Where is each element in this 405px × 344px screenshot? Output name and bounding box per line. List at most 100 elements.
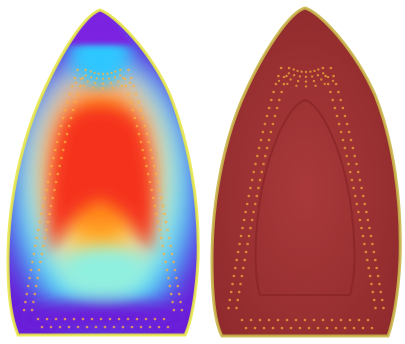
- steam-hole: [97, 72, 100, 75]
- steam-hole: [161, 244, 164, 248]
- steam-hole: [298, 326, 302, 330]
- steam-hole: [366, 218, 370, 222]
- steam-hole: [31, 260, 34, 264]
- steam-hole: [304, 85, 308, 88]
- steam-hole: [117, 80, 120, 83]
- steam-hole: [260, 170, 264, 174]
- steam-hole: [54, 180, 58, 184]
- steam-hole: [61, 116, 65, 120]
- steam-hole: [108, 317, 112, 321]
- steam-hole: [263, 122, 267, 126]
- steam-hole: [24, 300, 27, 304]
- steam-hole: [249, 226, 252, 230]
- steam-hole: [350, 178, 354, 182]
- steam-hole: [51, 196, 54, 200]
- steam-hole: [141, 148, 145, 152]
- steam-hole: [312, 318, 316, 322]
- steam-hole: [321, 66, 325, 70]
- steam-hole: [148, 180, 152, 184]
- steam-hole: [235, 306, 238, 310]
- steam-hole: [161, 204, 165, 208]
- steam-hole: [50, 164, 53, 168]
- steam-hole: [345, 154, 349, 158]
- steam-hole: [73, 76, 77, 80]
- steam-hole: [287, 72, 290, 75]
- steam-hole: [155, 212, 158, 216]
- steam-hole: [37, 268, 41, 272]
- steam-hole: [237, 290, 241, 294]
- steam-hole: [130, 325, 134, 329]
- steam-hole: [32, 300, 35, 304]
- steam-hole: [135, 317, 139, 321]
- steam-hole: [325, 326, 329, 330]
- steam-hole: [126, 317, 130, 321]
- steam-hole: [345, 122, 349, 126]
- steam-hole: [81, 317, 85, 321]
- steam-hole: [368, 274, 372, 278]
- steam-hole: [113, 76, 117, 79]
- steam-hole: [255, 194, 259, 198]
- steam-hole: [357, 318, 361, 322]
- steam-hole: [341, 106, 345, 110]
- steam-hole: [111, 86, 114, 90]
- steam-hole: [124, 84, 127, 88]
- steam-hole: [329, 66, 333, 70]
- steam-hole: [147, 140, 151, 144]
- steam-hole: [239, 282, 242, 286]
- steam-hole: [280, 90, 283, 94]
- steam-hole: [63, 140, 67, 144]
- steam-hole: [360, 226, 363, 230]
- steam-hole: [148, 325, 152, 329]
- steam-hole: [289, 326, 293, 330]
- steam-hole: [34, 284, 38, 288]
- steam-hole: [63, 317, 67, 321]
- steam-hole: [382, 306, 385, 310]
- steam-hole: [244, 210, 247, 214]
- steam-hole: [169, 292, 173, 296]
- steam-hole: [33, 292, 37, 296]
- steam-hole: [84, 74, 88, 77]
- steam-hole: [270, 98, 273, 102]
- steam-hole: [323, 82, 326, 86]
- steam-hole: [173, 268, 177, 272]
- steam-hole: [26, 284, 30, 288]
- steam-hole: [56, 172, 60, 176]
- steam-hole: [358, 218, 362, 222]
- steam-hole: [89, 76, 93, 79]
- steam-hole: [68, 92, 72, 96]
- steam-hole: [156, 220, 160, 224]
- steam-hole: [361, 326, 365, 330]
- steam-hole: [36, 276, 39, 280]
- steam-hole: [46, 180, 50, 184]
- steam-hole: [252, 210, 255, 214]
- steam-hole: [334, 82, 338, 86]
- steam-hole: [79, 84, 82, 88]
- steam-hole: [81, 76, 85, 80]
- steam-hole: [277, 79, 281, 83]
- steam-hole: [324, 74, 327, 78]
- steam-hole: [141, 116, 145, 120]
- steam-hole: [343, 114, 347, 118]
- steam-hole: [139, 325, 143, 329]
- steam-hole: [320, 78, 323, 81]
- steam-hole: [238, 242, 241, 246]
- steam-hole: [286, 82, 289, 86]
- steam-hole: [158, 188, 161, 192]
- steam-hole: [331, 79, 335, 83]
- steam-hole: [76, 68, 79, 72]
- steam-hole: [92, 86, 95, 90]
- steam-hole: [249, 318, 253, 322]
- steam-hole: [264, 154, 267, 158]
- steam-hole: [295, 84, 298, 88]
- steam-hole: [169, 244, 172, 248]
- steam-hole: [326, 82, 330, 86]
- steam-hole: [313, 69, 316, 73]
- steam-hole: [370, 282, 373, 286]
- steam-hole: [72, 108, 75, 112]
- steam-hole: [153, 204, 157, 208]
- steam-hole: [45, 188, 48, 192]
- steam-hole: [241, 226, 244, 230]
- steam-hole: [316, 326, 320, 330]
- steam-hole: [76, 92, 80, 96]
- steam-hole: [361, 194, 365, 198]
